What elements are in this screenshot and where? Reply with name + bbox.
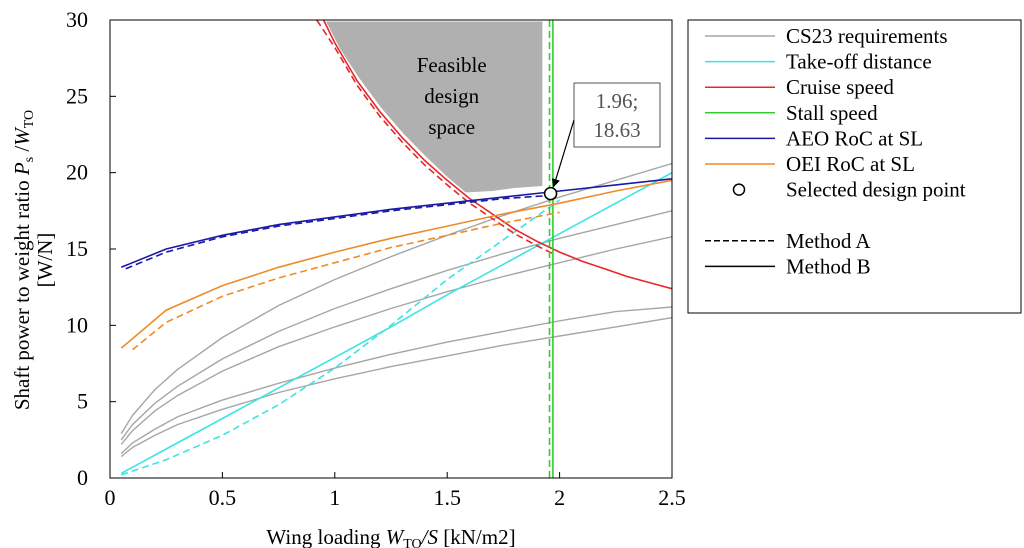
legend-label: CS23 requirements — [786, 24, 948, 48]
legend-marker-selected-design-point — [732, 183, 746, 196]
y-axis-label: Shaft power to weight ratio Ps /WTO — [10, 110, 37, 410]
x-tick-label: 1.5 — [433, 485, 461, 510]
feasible-region-label: Feasible design space — [417, 53, 487, 139]
x-tick-label: 1 — [329, 485, 340, 510]
legend-label: Cruise speed — [786, 75, 894, 99]
x-tick-label: 2 — [554, 485, 565, 510]
series-line-cruise-speed-method-b — [322, 20, 672, 290]
y-tick-label: 10 — [66, 312, 88, 337]
annotation-text: 18.63 — [593, 118, 640, 142]
feasible-region-area — [321, 20, 546, 196]
legend-label: Method A — [786, 229, 871, 253]
series-line-aeo-roc-at-sl-method-b — [120, 178, 672, 269]
x-axis-label: Wing loading WTO/S [kN/m2] — [266, 525, 515, 548]
series-line-cs23-requirements-method-b — [120, 210, 672, 441]
y-tick-label: 0 — [77, 465, 88, 490]
y-tick-label: 5 — [77, 389, 88, 414]
series-line-take-off-distance-method-a — [120, 199, 561, 476]
axis-ticks: 0 0.5 1 1.5 2 2.5 0 5 10 15 20 25 30 — [66, 7, 686, 510]
series-line-oei-roc-at-sl-method-a — [131, 211, 560, 351]
series-line-take-off-distance-method-b — [120, 171, 672, 475]
design-point-marker — [543, 186, 558, 201]
series-line-cruise-speed-method-a — [316, 20, 554, 255]
x-tick-label: 0.5 — [209, 485, 237, 510]
series-line-cs23-requirements-method-b — [120, 162, 672, 435]
x-tick-label: 0 — [105, 485, 116, 510]
legend-label: OEI RoC at SL — [786, 152, 915, 176]
y-axis-unit: [W/N] — [33, 233, 57, 288]
legend-label: AEO RoC at SL — [786, 126, 923, 150]
x-tick-label: 2.5 — [658, 485, 686, 510]
y-tick-label: 20 — [66, 160, 88, 185]
y-tick-label: 25 — [66, 83, 88, 108]
legend-box — [687, 19, 1022, 314]
series-line-cs23-requirements-method-b — [120, 236, 672, 445]
series-line-cs23-requirements-method-b — [120, 317, 672, 458]
y-tick-label: 15 — [66, 236, 88, 261]
y-tick-label: 30 — [66, 7, 88, 32]
annotation-box — [573, 82, 661, 148]
feasible-region-layer — [321, 20, 546, 196]
annotation-arrow — [551, 119, 575, 188]
feasible-label-line: space — [428, 115, 475, 139]
legend-label: Selected design point — [786, 178, 966, 202]
design-point-annotation: 1.96; 18.63 — [543, 82, 661, 201]
legend-label: Method B — [786, 254, 871, 278]
legend-label: Stall speed — [786, 101, 878, 125]
feasible-label-line: Feasible — [417, 53, 487, 77]
series-line-oei-roc-at-sl-method-b — [120, 179, 672, 349]
series-layer — [120, 20, 672, 478]
legend-label: Take-off distance — [786, 50, 932, 74]
series-line-aeo-roc-at-sl-method-a — [125, 194, 549, 270]
series-line-cs23-requirements-method-b — [120, 306, 672, 455]
feasible-label-line: design — [424, 84, 479, 108]
annotation-text: 1.96; — [596, 89, 639, 113]
